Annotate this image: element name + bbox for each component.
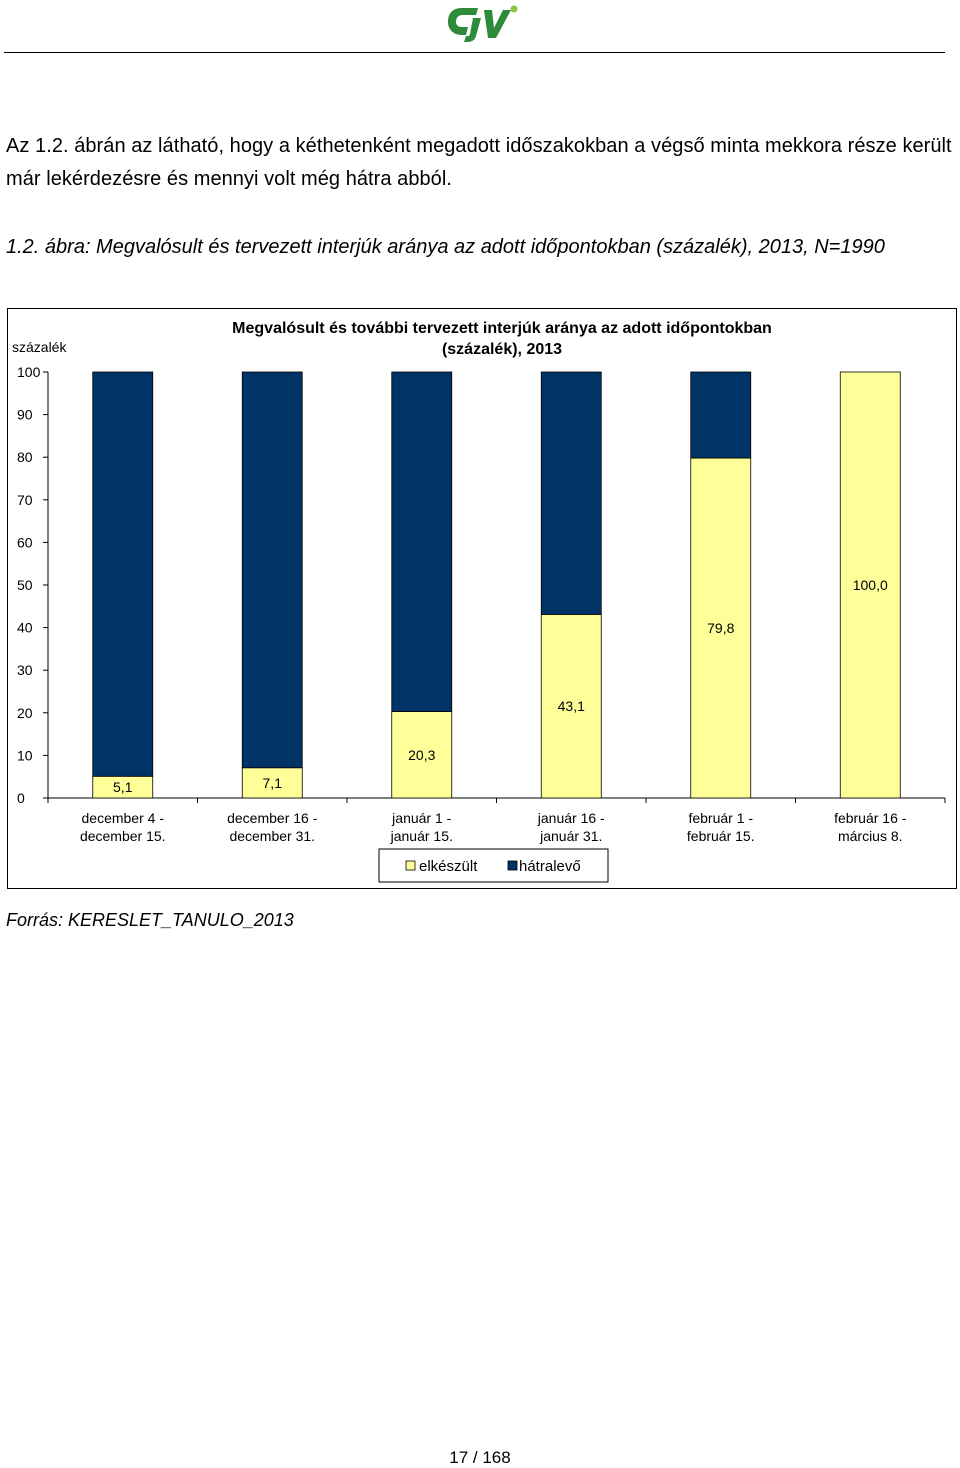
y-tick-label: 60: [17, 534, 33, 550]
source-note: Forrás: KERESLET_TANULO_2013: [6, 910, 294, 930]
chart-title-line-2: (százalék), 2013: [442, 341, 562, 358]
legend-swatch-hatralevo: [507, 860, 518, 871]
bar-segment-hatralevo: [540, 371, 602, 615]
y-tick-label: 90: [17, 407, 33, 423]
x-tick-label: január 1 -: [391, 810, 451, 826]
y-tick-label: 50: [17, 577, 33, 593]
x-tick-label: december 31.: [229, 828, 315, 844]
bar-segment-elkeszult: [839, 371, 901, 799]
x-tick-label: február 1 -: [688, 810, 753, 826]
x-tick-label: december 15.: [80, 828, 166, 844]
company-logo: [448, 5, 518, 42]
x-tick-label: december 4 -: [82, 810, 165, 826]
bar-segment-hatralevo: [241, 371, 303, 769]
intro-paragraph: Az 1.2. ábrán az látható, hogy a kéthete…: [6, 135, 952, 190]
data-label: 100,0: [853, 577, 888, 593]
x-tick-label: január 31.: [539, 828, 602, 844]
x-tick-label: március 8.: [838, 828, 903, 844]
page-number: 17 / 168: [449, 1448, 511, 1467]
logo-dot: [510, 5, 518, 13]
y-tick-label: 80: [17, 449, 33, 465]
chart-frame: Megvalósult és további tervezett interjú…: [7, 308, 957, 889]
logo-mark-j: [464, 18, 481, 42]
data-label: 20,3: [408, 747, 435, 763]
y-tick-label: 100: [17, 364, 41, 380]
chart-title-line-1: Megvalósult és további tervezett interjú…: [232, 320, 772, 337]
bar-segment-hatralevo: [92, 371, 154, 777]
x-tick-label: január 15.: [390, 828, 453, 844]
y-tick-label: 40: [17, 620, 33, 636]
figure-caption: 1.2. ábra: Megvalósult és tervezett inte…: [6, 236, 885, 258]
x-tick-label: január 16 -: [537, 810, 605, 826]
data-label: 43,1: [558, 698, 585, 714]
y-tick-label: 30: [17, 662, 33, 678]
y-tick-label: 10: [17, 747, 33, 763]
legend-swatch-elkeszult: [405, 860, 416, 871]
bar-segment-elkeszult: [540, 613, 602, 799]
data-label: 7,1: [263, 775, 283, 791]
x-tick-label: február 16 -: [834, 810, 907, 826]
bar-segment-hatralevo: [391, 371, 453, 712]
x-tick-label: február 15.: [687, 828, 755, 844]
y-tick-label: 0: [17, 790, 25, 806]
legend-label-elkeszult: elkészült: [419, 858, 478, 875]
x-tick-label: december 16 -: [227, 810, 318, 826]
legend-label-hatralevo: hátralevő: [519, 858, 581, 875]
logo-mark: [448, 8, 478, 35]
header-rule: [4, 52, 945, 53]
y-axis-label: százalék: [12, 339, 67, 355]
y-tick-label: 70: [17, 492, 33, 508]
legend-box: [378, 848, 609, 883]
bar-segment-hatralevo: [690, 371, 752, 459]
bar-segment-elkeszult: [391, 711, 453, 799]
logo-mark-v: [484, 10, 511, 38]
y-tick-label: 20: [17, 705, 33, 721]
stacked-bar-chart: Megvalósult és további tervezett interjú…: [12, 320, 946, 883]
data-label: 79,8: [707, 620, 734, 636]
data-label: 5,1: [113, 779, 133, 795]
bar-segment-elkeszult: [690, 457, 752, 799]
